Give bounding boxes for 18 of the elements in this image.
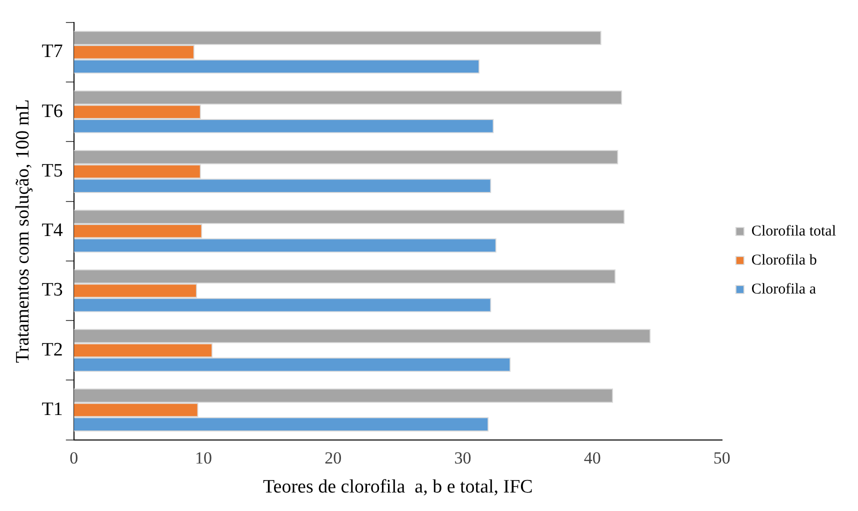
- legend-label: Clorofila total: [751, 223, 836, 240]
- legend-label: Clorofila a: [751, 281, 816, 298]
- y-tick-label: T3: [42, 280, 63, 301]
- x-tick-label: 30: [454, 448, 472, 468]
- x-tick-label: 10: [195, 448, 212, 468]
- x-tick-label: 0: [70, 448, 78, 468]
- y-tick-label: T1: [42, 398, 63, 420]
- legend-label: Clorofila b: [751, 252, 817, 268]
- x-axis-title: Teores de clorofila a, b e total, IFC: [262, 476, 533, 498]
- y-tick-label: T6: [42, 100, 63, 122]
- y-tick-label: T4: [42, 220, 64, 242]
- x-tick-label: 20: [324, 448, 342, 468]
- y-tick-label: T5: [42, 160, 63, 182]
- x-tick-label: 40: [584, 448, 601, 468]
- x-tick-label: 50: [713, 448, 730, 468]
- y-tick-label: T7: [42, 41, 63, 62]
- y-tick-label: T2: [42, 339, 63, 360]
- y-axis-title: Tratamentos com solução, 100 mL: [12, 99, 34, 363]
